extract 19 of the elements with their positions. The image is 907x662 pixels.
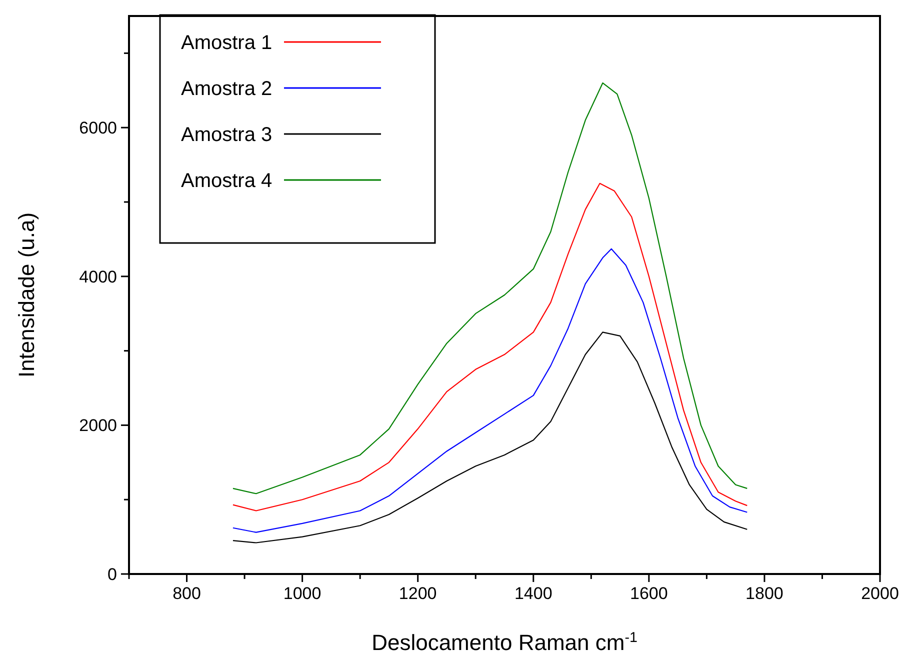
legend-label: Amostra 2	[181, 78, 272, 100]
y-tick-label: 6000	[79, 118, 117, 138]
x-tick-label: 1400	[514, 584, 552, 603]
x-tick-label: 1000	[283, 584, 322, 603]
line-series	[232, 332, 748, 544]
x-tick-label: 1800	[746, 584, 784, 603]
x-tick-label: 1200	[398, 584, 437, 603]
legend-label: Amostra 3	[181, 124, 272, 146]
y-tick-label: 4000	[79, 267, 117, 286]
x-tick-label: 1600	[630, 584, 668, 603]
y-tick-label: 0	[108, 565, 117, 584]
y-tick-label: 2000	[79, 416, 117, 436]
legend-label: Amostra 4	[181, 170, 272, 192]
line-series	[232, 248, 748, 533]
legend-label: Amostra 1	[181, 32, 272, 54]
x-axis-title: Deslocamento Raman cm$^{-1}$	[372, 630, 638, 655]
y-axis-title: Intensidade (u.a)	[14, 212, 39, 378]
x-tick-label: 2000	[861, 584, 899, 603]
x-tick-label: 800	[172, 584, 201, 603]
